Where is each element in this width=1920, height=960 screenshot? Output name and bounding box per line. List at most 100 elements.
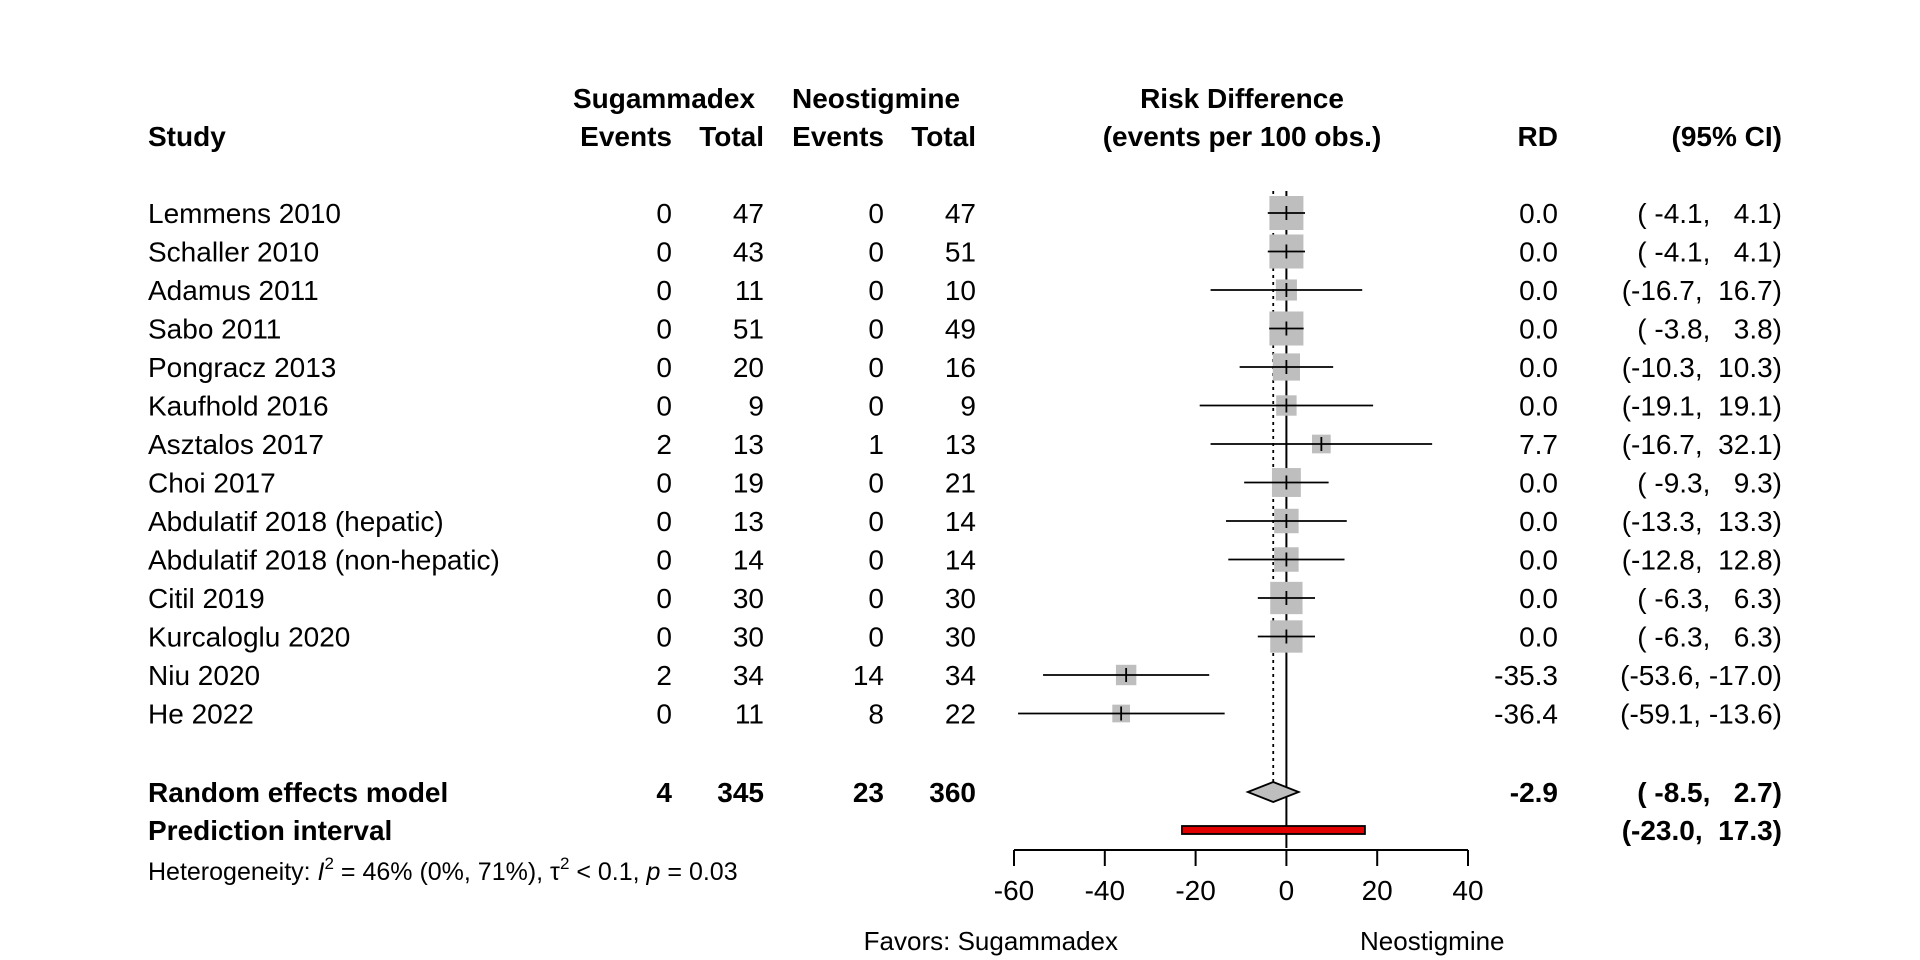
table-row: Abdulatif 2018 (non-hepatic) 0 14 0 14 0.0 (-1… [148, 545, 1782, 576]
total-sugammadex: 20 [733, 352, 764, 383]
rd-value: 0.0 [1519, 314, 1558, 345]
study-name: Sabo 2011 [148, 314, 281, 345]
study-mark [1239, 353, 1334, 381]
x-axis-tick-label: 40 [1452, 875, 1483, 906]
total-neostigmine: 22 [945, 699, 976, 730]
table-row: Lemmens 2010 0 47 0 47 0.0 ( -4.1, 4.1) [148, 198, 1782, 229]
i2-value: = 46% (0%, 71%), [334, 858, 550, 886]
total-sugammadex: 9 [748, 391, 764, 422]
rd-value: 0.0 [1519, 622, 1558, 653]
total-sugammadex: 43 [733, 237, 764, 268]
study-name: Pongracz 2013 [148, 352, 336, 383]
prediction-interval-label: Prediction interval [148, 815, 392, 846]
ci-value: ( -6.3, 6.3) [1637, 583, 1782, 614]
events-neostigmine: 0 [868, 198, 884, 229]
study-mark [1199, 395, 1374, 416]
events-neostigmine: 0 [868, 622, 884, 653]
table-row: Pongracz 2013 0 20 0 16 0.0 (-10.3, 10.3) [148, 352, 1782, 383]
total-sugammadex: 51 [733, 314, 764, 345]
events-neostigmine: 14 [853, 660, 884, 691]
events-sugammadex: 0 [656, 391, 672, 422]
ci-value: (-13.3, 13.3) [1622, 506, 1782, 537]
header-rd: RD [1518, 121, 1558, 152]
random-effects-row: Random effects model 4 345 23 360 -2.9 (… [148, 777, 1782, 808]
random-effects-events-1: 4 [656, 777, 672, 808]
events-sugammadex: 0 [656, 468, 672, 499]
ci-value: (-16.7, 32.1) [1622, 429, 1782, 460]
total-neostigmine: 34 [945, 660, 976, 691]
study-name: Abdulatif 2018 (non-hepatic) [148, 545, 500, 576]
study-name: Schaller 2010 [148, 237, 319, 268]
total-neostigmine: 9 [960, 391, 976, 422]
events-sugammadex: 0 [656, 583, 672, 614]
total-sugammadex: 13 [733, 429, 764, 460]
prediction-interval-row: Prediction interval (-23.0, 17.3) [148, 815, 1782, 846]
rd-value: 0.0 [1519, 198, 1558, 229]
rd-value: 0.0 [1519, 583, 1558, 614]
random-effects-total-2: 360 [929, 777, 976, 808]
events-neostigmine: 0 [868, 352, 884, 383]
events-sugammadex: 0 [656, 506, 672, 537]
table-row: Sabo 2011 0 51 0 49 0.0 ( -3.8, 3.8) [148, 314, 1782, 345]
random-effects-label: Random effects model [148, 777, 448, 808]
ci-value: (-16.7, 16.7) [1622, 275, 1782, 306]
events-sugammadex: 0 [656, 545, 672, 576]
x-axis-tick-label: -20 [1175, 875, 1215, 906]
study-mark [1244, 468, 1329, 497]
rd-value: 0.0 [1519, 468, 1558, 499]
header-group2: Neostigmine [792, 83, 960, 114]
x-axis-tick-label: 20 [1362, 875, 1393, 906]
ci-value: (-19.1, 19.1) [1622, 391, 1782, 422]
table-header: Study Sugammadex Neostigmine Events Tota… [148, 83, 1782, 152]
table-row: Kaufhold 2016 0 9 0 9 0.0 (-19.1, 19.1) [148, 391, 1782, 422]
rd-value: 0.0 [1519, 237, 1558, 268]
study-mark [1226, 508, 1347, 534]
events-sugammadex: 2 [656, 429, 672, 460]
total-sugammadex: 30 [733, 622, 764, 653]
study-mark [1043, 664, 1210, 686]
total-neostigmine: 14 [945, 506, 976, 537]
study-mark [1267, 196, 1306, 230]
events-neostigmine: 0 [868, 583, 884, 614]
study-name: Adamus 2011 [148, 275, 319, 306]
table-row: Adamus 2011 0 11 0 10 0.0 (-16.7, 16.7) [148, 275, 1782, 306]
total-neostigmine: 49 [945, 314, 976, 345]
study-name: Abdulatif 2018 (hepatic) [148, 506, 444, 537]
total-neostigmine: 51 [945, 237, 976, 268]
rd-value: 7.7 [1519, 429, 1558, 460]
p-symbol: p [646, 858, 661, 886]
rd-value: -35.3 [1494, 660, 1558, 691]
events-neostigmine: 0 [868, 391, 884, 422]
table-row: Abdulatif 2018 (hepatic) 0 13 0 14 0.0 (-13.3,… [148, 506, 1782, 537]
total-neostigmine: 13 [945, 429, 976, 460]
total-neostigmine: 16 [945, 352, 976, 383]
study-name: Niu 2020 [148, 660, 260, 691]
study-rows: Lemmens 2010 0 47 0 47 0.0( -4.1, 4.1)Schalle… [148, 198, 1782, 730]
ci-value: (-10.3, 10.3) [1622, 352, 1782, 383]
events-neostigmine: 1 [868, 429, 884, 460]
table-row: Niu 2020 2 34 14 34 -35.3 (-53.6, -17.0) [148, 660, 1782, 691]
study-name: Asztalos 2017 [148, 429, 324, 460]
study-mark [1269, 311, 1304, 346]
total-sugammadex: 13 [733, 506, 764, 537]
total-sugammadex: 11 [735, 699, 764, 730]
plot-title-line1: Risk Difference [1140, 83, 1344, 114]
study-mark [1228, 547, 1345, 572]
header-total-1: Total [699, 121, 764, 152]
events-sugammadex: 0 [656, 622, 672, 653]
total-neostigmine: 30 [945, 622, 976, 653]
table-row: Schaller 2010 0 43 0 51 0.0 ( -4.1, 4.1) [148, 237, 1782, 268]
x-axis-tick-label: 0 [1279, 875, 1295, 906]
study-mark [1210, 434, 1433, 454]
study-mark [1257, 620, 1316, 653]
total-sugammadex: 30 [733, 583, 764, 614]
events-sugammadex: 0 [656, 237, 672, 268]
tau-symbol: τ [550, 858, 560, 886]
i2-superscript: 2 [325, 854, 334, 873]
rd-value: 0.0 [1519, 391, 1558, 422]
total-neostigmine: 30 [945, 583, 976, 614]
ci-value: ( -4.1, 4.1) [1637, 237, 1782, 268]
study-name: Lemmens 2010 [148, 198, 341, 229]
header-events-1: Events [580, 121, 672, 152]
